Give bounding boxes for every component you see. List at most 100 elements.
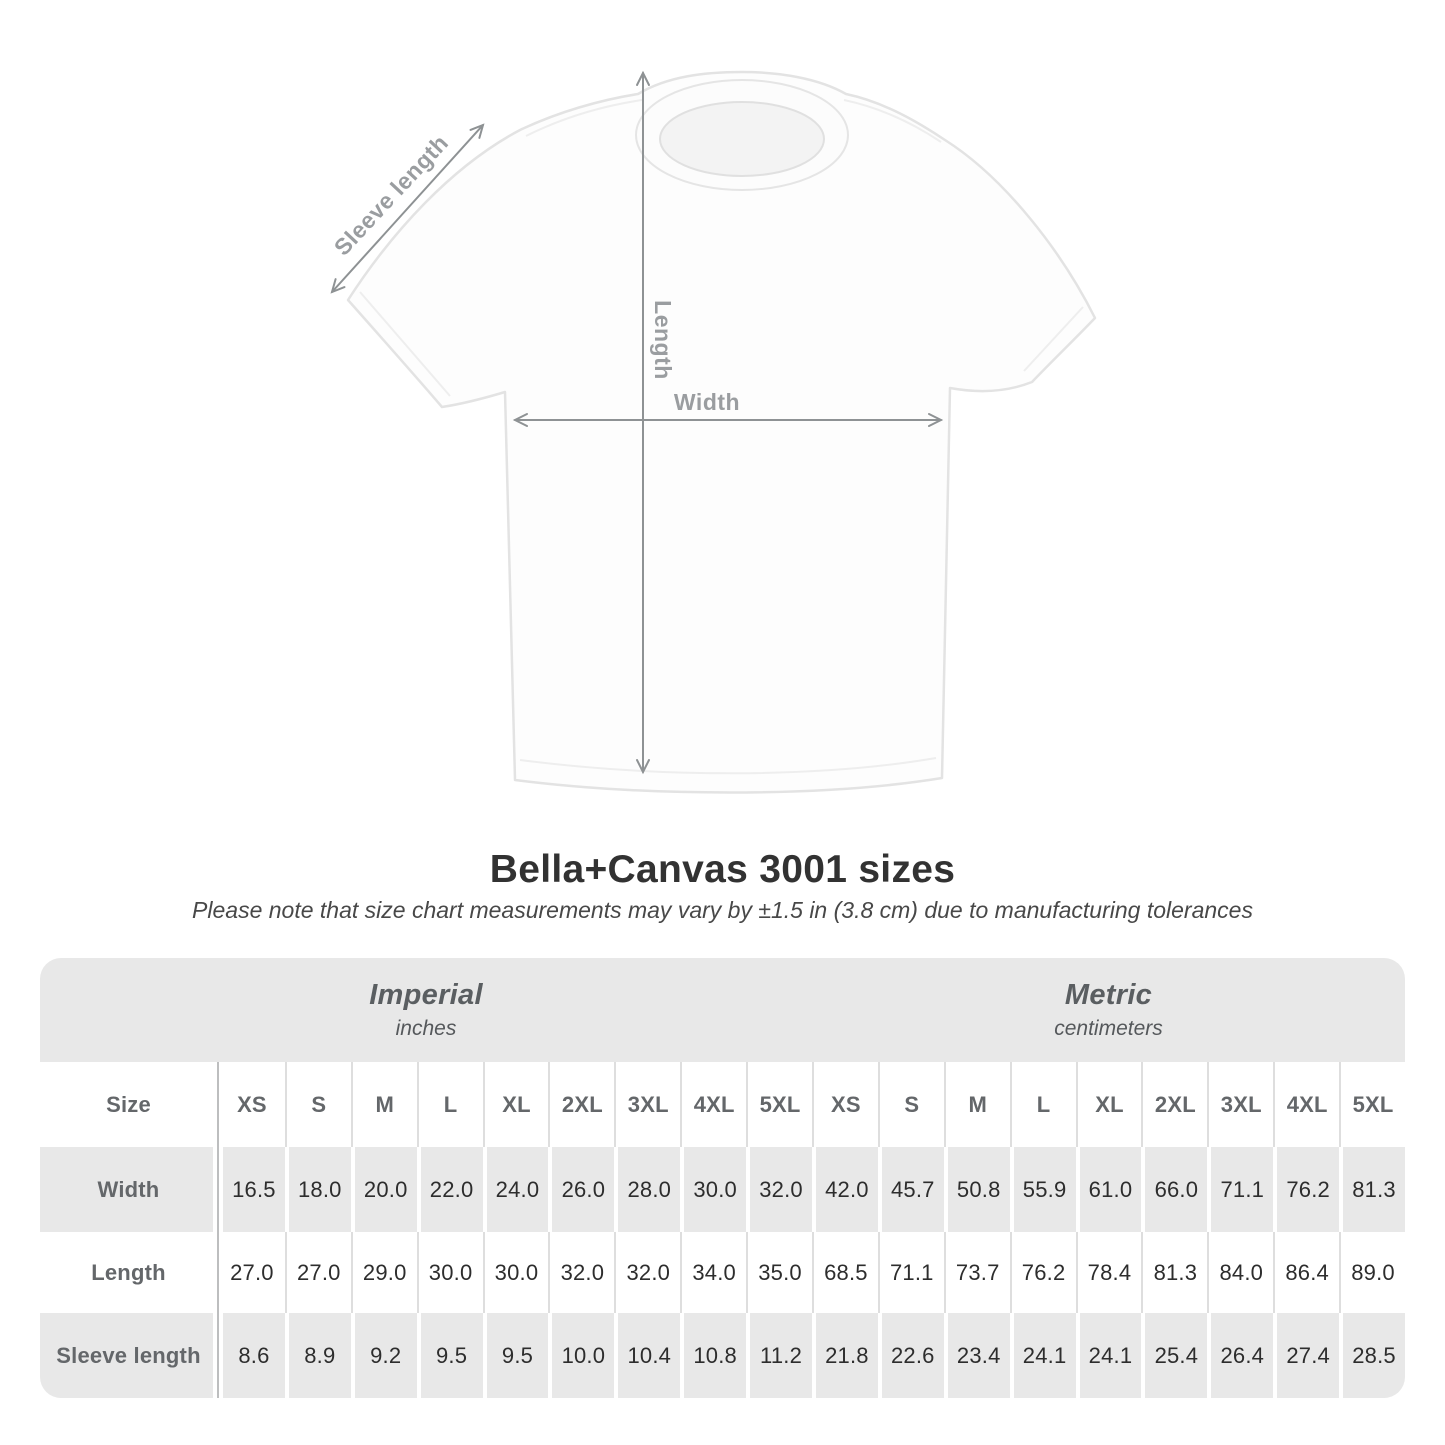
value-metric: 76.2 [1009,1232,1076,1313]
size-header-imperial-s: S [284,1062,351,1147]
value-metric: 71.1 [1207,1147,1273,1232]
tolerance-note: Please note that size chart measurements… [192,897,1253,923]
size-header-row: Size XS S M L XL 2XL 3XL 4XL 5XL XS S M L XL 2XL 3XL 4XL 5… [40,1062,1405,1147]
imperial-header: Imperial inches [40,958,812,1062]
value-metric: 66.0 [1141,1147,1207,1232]
row-label: Length [40,1232,219,1313]
value-imperial: 29.0 [350,1232,417,1313]
length-label: Length [650,300,676,380]
sleeve-length-row: Sleeve length 8.6 8.9 9.2 9.5 9.5 10.0 10.4 10.8… [40,1313,1405,1398]
value-imperial: 16.5 [219,1147,285,1232]
collar-opening [659,101,825,177]
value-imperial: 27.0 [284,1232,351,1313]
imperial-unit: inches [395,1017,457,1040]
tshirt-outline [346,70,1097,794]
value-metric: 24.1 [1009,1313,1076,1398]
metric-unit: centimeters [1054,1017,1163,1040]
value-imperial: 11.2 [746,1313,812,1398]
value-imperial: 35.0 [746,1232,812,1313]
size-table: Imperial inches Metric centimeters Size X… [40,958,1405,1398]
value-imperial: 32.0 [614,1232,680,1313]
length-arrow [636,70,650,775]
value-imperial: 20.0 [350,1147,417,1232]
value-imperial: 28.0 [614,1147,680,1232]
value-metric: 23.4 [943,1313,1010,1398]
value-metric: 68.5 [811,1232,878,1313]
value-metric: 73.7 [943,1232,1010,1313]
imperial-title: Imperial [369,979,483,1011]
value-metric: 22.6 [877,1313,944,1398]
value-imperial: 30.0 [680,1147,746,1232]
value-imperial: 32.0 [548,1232,614,1313]
row-label: Width [40,1147,219,1232]
tshirt-illustration [330,70,1097,794]
value-imperial: 30.0 [482,1232,549,1313]
value-metric: 25.4 [1141,1313,1207,1398]
value-metric: 55.9 [1009,1147,1076,1232]
value-metric: 27.4 [1273,1313,1339,1398]
unit-header-row: Imperial inches Metric centimeters [40,958,1405,1062]
size-header-metric-5xl: 5XL [1339,1062,1405,1147]
value-imperial: 32.0 [746,1147,812,1232]
value-imperial: 9.5 [482,1313,549,1398]
value-imperial: 24.0 [482,1147,549,1232]
width-label: Width [673,389,741,415]
width-arrow [512,413,944,427]
size-header-metric-4xl: 4XL [1273,1062,1339,1147]
value-imperial: 30.0 [416,1232,483,1313]
value-metric: 86.4 [1273,1232,1339,1313]
value-metric: 21.8 [811,1313,878,1398]
value-metric: 28.5 [1339,1313,1405,1398]
value-metric: 78.4 [1075,1232,1142,1313]
value-metric: 26.4 [1207,1313,1273,1398]
size-column-header: Size [40,1062,219,1147]
value-metric: 45.7 [877,1147,944,1232]
seam-lines [359,99,1084,775]
value-metric: 84.0 [1207,1232,1273,1313]
value-imperial: 8.6 [219,1313,285,1398]
size-header-metric-xl: XL [1075,1062,1142,1147]
value-metric: 81.3 [1141,1232,1207,1313]
sleeve-length-arrow [330,123,485,294]
row-label: Sleeve length [40,1313,219,1398]
size-header-metric-m: M [943,1062,1010,1147]
size-header-imperial-xs: XS [237,1091,267,1117]
size-header-metric-2xl: 2XL [1141,1062,1207,1147]
value-imperial: 10.8 [680,1313,746,1398]
size-header-imperial-3xl: 3XL [614,1062,680,1147]
size-header-metric-s: S [877,1062,944,1147]
size-header-metric-3xl: 3XL [1207,1062,1273,1147]
value-imperial: 18.0 [284,1147,351,1232]
value-imperial: 22.0 [416,1147,483,1232]
value-imperial: 9.5 [416,1313,483,1398]
size-header-imperial-4xl: 4XL [680,1062,746,1147]
value-metric: 81.3 [1339,1147,1405,1232]
value-metric: 61.0 [1075,1147,1142,1232]
value-imperial: 34.0 [680,1232,746,1313]
page-title: Bella+Canvas 3001 sizes [489,848,956,891]
value-metric: 50.8 [943,1147,1010,1232]
length-row: Length 27.0 27.0 29.0 30.0 30.0 32.0 32.0 34.0 35… [40,1232,1405,1313]
size-header-imperial-5xl: 5XL [746,1062,812,1147]
metric-header: Metric centimeters [812,958,1405,1062]
value-imperial: 27.0 [230,1259,274,1285]
size-header-imperial-xl: XL [482,1062,549,1147]
size-header-imperial-2xl: 2XL [548,1062,614,1147]
value-imperial: 8.9 [284,1313,351,1398]
value-imperial: 10.4 [614,1313,680,1398]
value-metric: 42.0 [811,1147,878,1232]
size-header-imperial-l: L [416,1062,483,1147]
size-header-metric-l: L [1009,1062,1076,1147]
size-header-imperial-m: M [350,1062,417,1147]
width-row: Width 16.5 18.0 20.0 22.0 24.0 26.0 28.0 30.0 32.… [40,1147,1405,1232]
value-metric: 24.1 [1075,1313,1142,1398]
value-imperial: 26.0 [548,1147,614,1232]
value-metric: 71.1 [877,1232,944,1313]
size-header-metric-xs: XS [811,1062,878,1147]
value-imperial: 9.2 [350,1313,417,1398]
metric-title: Metric [1064,979,1153,1011]
value-metric: 89.0 [1339,1232,1405,1313]
value-metric: 76.2 [1273,1147,1339,1232]
value-imperial: 10.0 [548,1313,614,1398]
